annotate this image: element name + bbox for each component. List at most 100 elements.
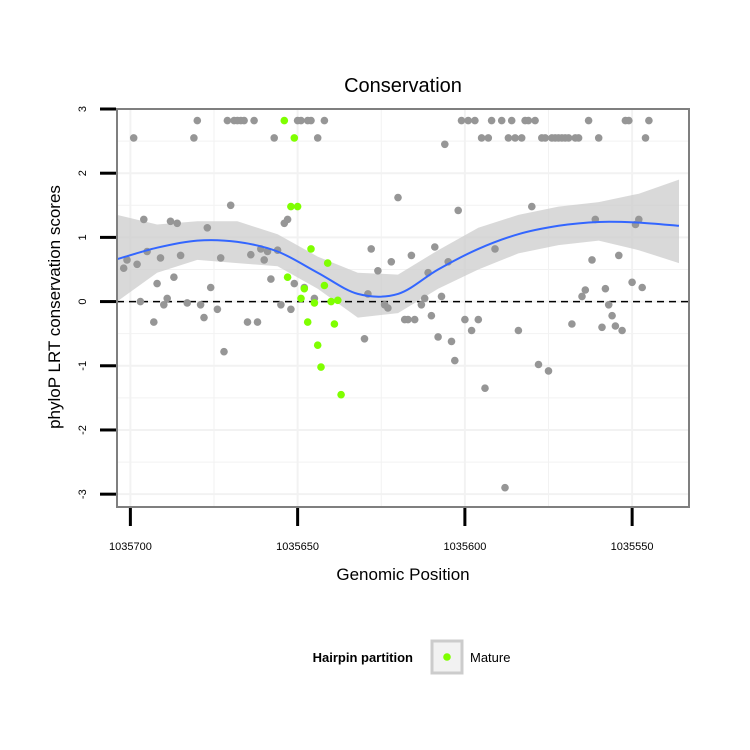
data-point bbox=[504, 134, 513, 142]
data-point bbox=[313, 134, 322, 142]
data-point bbox=[170, 273, 178, 282]
data-point bbox=[133, 260, 141, 269]
data-point bbox=[618, 326, 626, 335]
data-point-mature bbox=[320, 281, 329, 290]
data-point bbox=[641, 134, 650, 142]
x-tick-label: 1035550 bbox=[611, 541, 654, 553]
data-point bbox=[601, 284, 610, 293]
y-tick-label: 2 bbox=[77, 170, 89, 176]
y-tick-label: 1 bbox=[77, 234, 89, 240]
data-point bbox=[574, 134, 583, 142]
data-point bbox=[454, 206, 463, 215]
data-point bbox=[129, 134, 138, 142]
data-point bbox=[374, 267, 382, 275]
data-point bbox=[153, 279, 161, 288]
data-point-mature bbox=[300, 284, 309, 293]
data-point bbox=[297, 116, 305, 125]
data-point bbox=[437, 292, 446, 301]
data-point bbox=[220, 347, 228, 356]
data-point bbox=[387, 258, 396, 266]
data-point bbox=[277, 301, 285, 309]
data-point bbox=[150, 318, 158, 326]
legend-mature-swatch bbox=[443, 653, 451, 661]
data-point-mature bbox=[287, 202, 295, 211]
data-point bbox=[216, 254, 225, 262]
data-point bbox=[270, 134, 279, 142]
data-point-mature bbox=[303, 318, 312, 326]
data-point bbox=[564, 134, 573, 142]
data-point bbox=[123, 256, 131, 264]
data-point bbox=[176, 251, 185, 260]
data-point bbox=[501, 483, 509, 492]
data-point bbox=[160, 301, 168, 309]
x-tick-label: 1035600 bbox=[443, 541, 486, 553]
panel-border bbox=[116, 108, 690, 508]
data-point bbox=[394, 193, 402, 202]
data-point bbox=[190, 134, 198, 142]
data-point bbox=[464, 116, 473, 125]
data-point bbox=[514, 326, 523, 335]
data-point bbox=[290, 279, 299, 288]
data-point bbox=[203, 224, 212, 232]
data-point bbox=[420, 294, 429, 303]
data-point bbox=[471, 116, 479, 125]
data-point-mature bbox=[334, 296, 342, 305]
data-point bbox=[497, 116, 506, 125]
data-point-mature bbox=[283, 273, 292, 282]
data-point bbox=[140, 215, 148, 224]
data-point-mature bbox=[337, 390, 345, 399]
data-point bbox=[635, 215, 643, 224]
data-point bbox=[541, 134, 549, 142]
data-point bbox=[119, 264, 128, 273]
data-point bbox=[243, 318, 252, 326]
data-point bbox=[427, 311, 436, 320]
data-point-mature bbox=[310, 299, 319, 307]
data-point-mature bbox=[307, 245, 315, 253]
data-point bbox=[477, 134, 486, 142]
data-point bbox=[608, 311, 616, 320]
x-tick-label: 1035650 bbox=[276, 541, 319, 553]
data-point bbox=[511, 134, 519, 142]
data-point bbox=[223, 116, 232, 125]
data-point bbox=[598, 323, 606, 332]
data-point bbox=[594, 134, 603, 142]
data-point bbox=[200, 313, 208, 322]
data-point bbox=[441, 140, 449, 149]
data-point bbox=[544, 367, 553, 375]
data-point bbox=[434, 333, 442, 341]
data-point bbox=[193, 116, 202, 125]
data-point bbox=[604, 301, 613, 309]
data-point bbox=[568, 320, 576, 328]
data-point bbox=[645, 116, 653, 125]
data-point-mature bbox=[330, 320, 339, 328]
data-point bbox=[638, 283, 646, 292]
y-tick-label: -3 bbox=[77, 489, 89, 499]
data-point-mature bbox=[297, 294, 305, 303]
data-point bbox=[487, 116, 496, 125]
data-point bbox=[491, 245, 499, 253]
x-tick-label: 1035700 bbox=[109, 541, 152, 553]
data-point bbox=[183, 299, 191, 307]
data-point bbox=[474, 315, 483, 324]
data-point bbox=[457, 116, 466, 125]
data-point-mature bbox=[280, 116, 289, 125]
data-point bbox=[360, 335, 369, 343]
x-axis: 1035700 1035650 1035600 1035550 bbox=[109, 508, 654, 553]
y-tick-label: -2 bbox=[77, 425, 89, 435]
data-point-mature bbox=[290, 134, 299, 142]
confidence-ribbon bbox=[117, 179, 679, 318]
data-point bbox=[461, 315, 469, 324]
data-point-mature bbox=[313, 341, 322, 350]
data-point bbox=[367, 245, 376, 253]
data-point bbox=[156, 254, 165, 262]
data-point bbox=[247, 250, 255, 259]
x-axis-label: Genomic Position bbox=[336, 565, 469, 584]
points-other bbox=[119, 116, 653, 492]
data-point bbox=[173, 219, 181, 228]
data-point bbox=[581, 286, 590, 294]
data-point bbox=[206, 283, 215, 292]
data-point bbox=[407, 251, 416, 260]
data-point bbox=[384, 304, 392, 312]
data-point bbox=[625, 116, 633, 125]
